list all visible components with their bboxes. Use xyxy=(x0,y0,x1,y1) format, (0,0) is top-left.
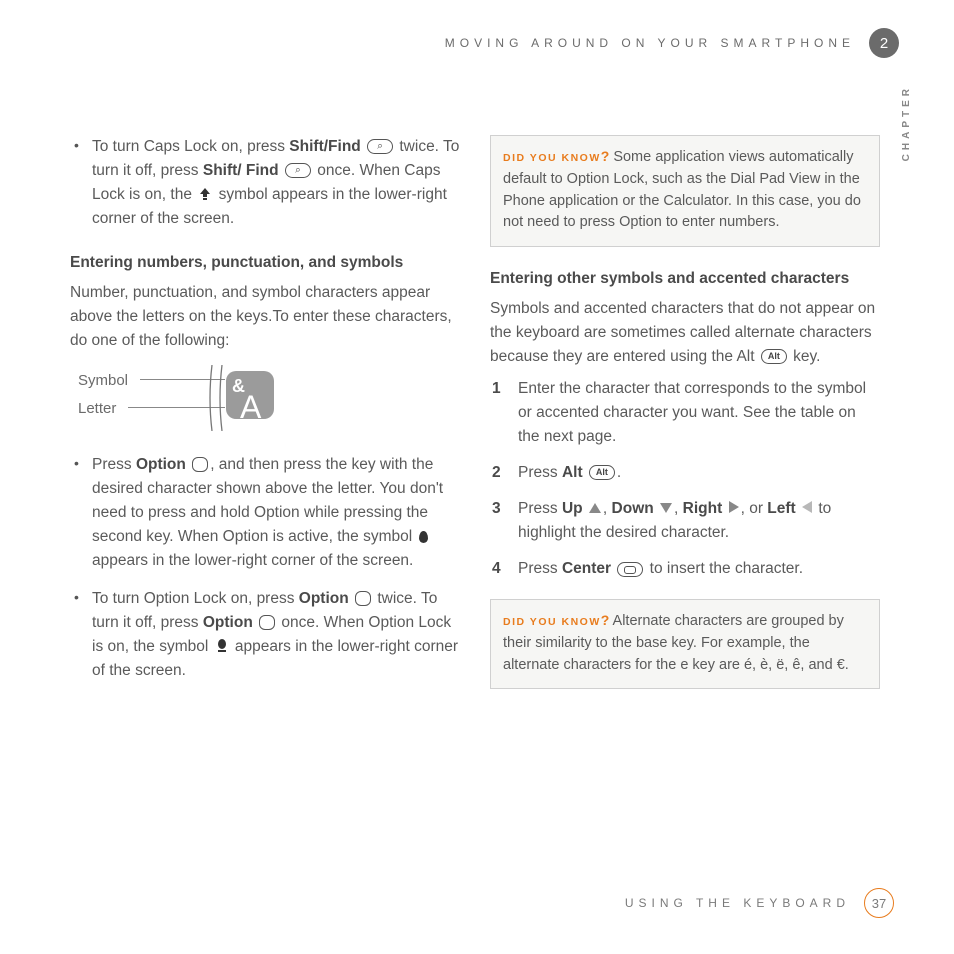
heading-numbers-symbols: Entering numbers, punctuation, and symbo… xyxy=(70,251,460,275)
up-arrow-icon xyxy=(589,503,601,513)
content-columns: To turn Caps Lock on, press Shift/Find t… xyxy=(70,135,894,703)
option-key-icon xyxy=(355,591,371,606)
heading-other-symbols: Entering other symbols and accented char… xyxy=(490,267,880,291)
page-number-badge: 37 xyxy=(864,888,894,918)
center-key-icon xyxy=(617,562,643,577)
right-column: DID YOU KNOW? Some application views aut… xyxy=(490,135,880,703)
key-diagram: Symbol Letter & A xyxy=(78,365,460,443)
header-title: MOVING AROUND ON YOUR SMARTPHONE xyxy=(445,36,855,50)
step-2: Press Alt . xyxy=(490,461,880,485)
bullet-caps-lock: To turn Caps Lock on, press Shift/Find t… xyxy=(70,135,460,231)
step-4: Press Center to insert the character. xyxy=(490,557,880,581)
alt-key-icon xyxy=(761,349,787,364)
bullet-option-press: Press Option , and then press the key wi… xyxy=(70,453,460,573)
tip-box-option-lock: DID YOU KNOW? Some application views aut… xyxy=(490,135,880,247)
paragraph-alt-intro: Symbols and accented characters that do … xyxy=(490,297,880,369)
page-header: MOVING AROUND ON YOUR SMARTPHONE 2 xyxy=(445,28,899,58)
chapter-label: CHAPTER xyxy=(901,85,912,161)
down-arrow-icon xyxy=(660,503,672,513)
tip-lead-label: DID YOU KNOW? xyxy=(503,152,609,164)
caps-lock-symbol-icon xyxy=(198,185,212,199)
diagram-keycap-icon: & A xyxy=(226,371,274,419)
option-active-symbol-icon xyxy=(419,531,428,543)
page-footer: USING THE KEYBOARD 37 xyxy=(625,888,894,918)
step-3: Press Up , Down , Right , or Left to hig… xyxy=(490,497,880,545)
bullet-option-lock: To turn Option Lock on, press Option twi… xyxy=(70,587,460,683)
step-1: Enter the character that corresponds to … xyxy=(490,377,880,449)
tip-lead-label: DID YOU KNOW? xyxy=(503,616,609,628)
steps-list: Enter the character that corresponds to … xyxy=(490,377,880,581)
option-key-icon xyxy=(192,457,208,472)
left-column: To turn Caps Lock on, press Shift/Find t… xyxy=(70,135,460,703)
shift-find-key-icon xyxy=(367,139,393,154)
diagram-label-letter: Letter xyxy=(78,397,116,420)
paragraph-numbers-intro: Number, punctuation, and symbol characte… xyxy=(70,281,460,353)
left-arrow-icon xyxy=(802,501,812,513)
tip-box-alt-chars: DID YOU KNOW? Alternate characters are g… xyxy=(490,599,880,689)
chapter-number-badge: 2 xyxy=(869,28,899,58)
right-arrow-icon xyxy=(729,501,739,513)
alt-key-icon xyxy=(589,465,615,480)
option-lock-symbol-icon xyxy=(215,637,229,651)
option-key-icon xyxy=(259,615,275,630)
manual-page: MOVING AROUND ON YOUR SMARTPHONE 2 CHAPT… xyxy=(0,0,954,954)
shift-find-key-icon xyxy=(285,163,311,178)
diagram-label-symbol: Symbol xyxy=(78,369,128,392)
footer-title: USING THE KEYBOARD xyxy=(625,896,850,910)
